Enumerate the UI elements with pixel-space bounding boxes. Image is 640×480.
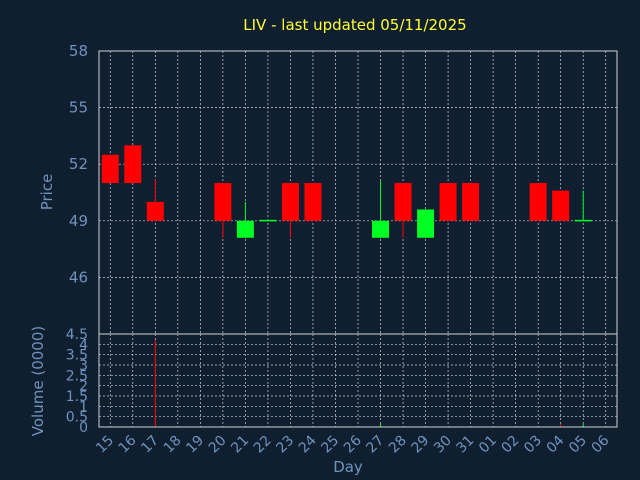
price-axis-ticks: 58 55 52 49 46 <box>69 42 88 286</box>
candle-body <box>372 220 390 238</box>
volume-tick-label: 0.5 <box>66 410 88 426</box>
candle-body <box>101 154 119 184</box>
volume-tick-label: 3 <box>79 358 88 374</box>
price-candles <box>101 145 592 238</box>
volume-tick-label: 4.5 <box>66 327 88 343</box>
day-axis-ticks: 1516171819202122232425262728293031010203… <box>93 432 612 456</box>
volume-tick-label: 3.5 <box>66 348 88 364</box>
candle-body <box>529 183 547 221</box>
candle-body <box>236 220 254 238</box>
volume-tick-label: 0 <box>79 420 88 436</box>
candle-body <box>281 183 299 221</box>
price-tick-label: 55 <box>69 99 88 117</box>
volume-tick-label: 2.5 <box>66 368 88 384</box>
price-tick-label: 58 <box>69 42 88 60</box>
chart-title: LIV - last updated 05/11/2025 <box>243 16 466 34</box>
volume-panel-frame <box>98 333 618 428</box>
candle-body <box>146 201 164 221</box>
volume-axis-ticks: 4.543.532.521.510.50 <box>66 327 88 436</box>
candle-body <box>552 190 570 221</box>
volume-tick-label: 4 <box>79 337 88 353</box>
candle-body <box>574 219 592 222</box>
day-axis-label: Day <box>333 458 363 476</box>
volume-tick-label: 1 <box>79 399 88 415</box>
candle-body <box>417 209 435 238</box>
candle-body <box>462 183 480 221</box>
candle-body <box>124 145 142 184</box>
candle-body <box>214 183 232 221</box>
price-axis-label: Price <box>38 174 56 211</box>
price-tick-label: 49 <box>69 212 88 230</box>
price-tick-label: 52 <box>69 155 88 173</box>
candle-body <box>439 183 457 221</box>
volume-tick-label: 1.5 <box>66 389 88 405</box>
volume-tick-label: 2 <box>79 379 88 395</box>
price-tick-label: 46 <box>69 268 88 286</box>
candle-body <box>259 219 277 222</box>
candle-body <box>304 183 322 221</box>
candle-body <box>394 183 412 221</box>
volume-axis-label: Volume (0000) <box>29 326 47 436</box>
volume-bars <box>154 340 584 427</box>
